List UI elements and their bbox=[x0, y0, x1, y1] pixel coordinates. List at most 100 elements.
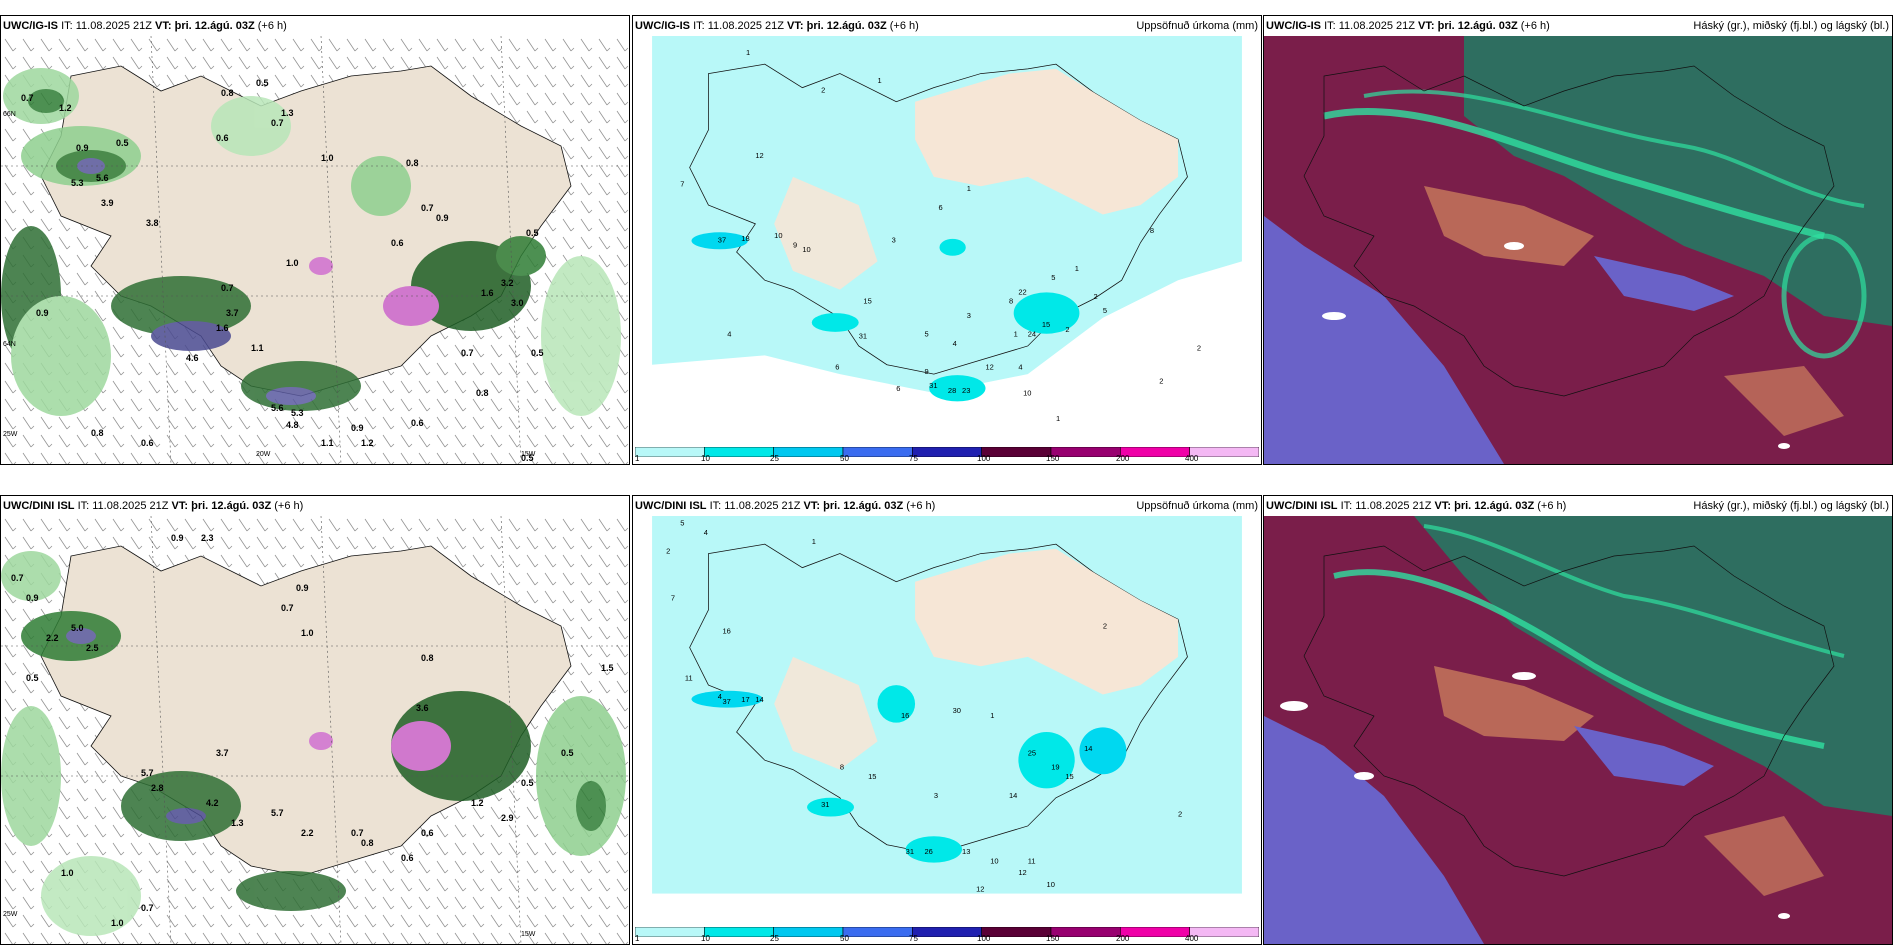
svg-text:64N: 64N bbox=[3, 341, 16, 348]
svg-text:1: 1 bbox=[877, 76, 881, 85]
svg-text:5.3: 5.3 bbox=[291, 408, 304, 418]
svg-text:2: 2 bbox=[1065, 325, 1069, 334]
svg-text:1.5: 1.5 bbox=[601, 663, 614, 673]
colorbar-swatch bbox=[842, 926, 913, 938]
svg-text:15W: 15W bbox=[521, 451, 536, 458]
svg-text:6: 6 bbox=[939, 203, 943, 212]
svg-text:0.9: 0.9 bbox=[76, 143, 89, 153]
panel-title: UWC/DINI ISL IT: 11.08.2025 21Z VT: þri.… bbox=[1266, 500, 1567, 512]
svg-text:25W: 25W bbox=[3, 911, 18, 918]
svg-text:0.7: 0.7 bbox=[351, 828, 364, 838]
svg-text:12: 12 bbox=[986, 362, 994, 371]
svg-text:15: 15 bbox=[1042, 320, 1050, 329]
svg-text:10: 10 bbox=[1047, 880, 1055, 889]
svg-text:66N: 66N bbox=[3, 111, 16, 118]
svg-text:17: 17 bbox=[741, 695, 749, 704]
svg-text:3.7: 3.7 bbox=[226, 308, 239, 318]
svg-text:1: 1 bbox=[990, 711, 994, 720]
svg-text:4.6: 4.6 bbox=[186, 353, 199, 363]
svg-text:20W: 20W bbox=[256, 451, 271, 458]
svg-text:3.2: 3.2 bbox=[501, 278, 514, 288]
colorbar-swatch bbox=[634, 926, 705, 938]
colorbar-swatch bbox=[981, 446, 1052, 458]
svg-text:4.8: 4.8 bbox=[286, 420, 299, 430]
svg-text:2: 2 bbox=[666, 547, 670, 556]
svg-text:0.7: 0.7 bbox=[141, 903, 154, 913]
svg-text:0.7: 0.7 bbox=[461, 348, 474, 358]
svg-text:5: 5 bbox=[680, 518, 684, 527]
svg-text:5.3: 5.3 bbox=[71, 178, 84, 188]
svg-text:37: 37 bbox=[718, 236, 726, 245]
svg-text:4: 4 bbox=[718, 692, 722, 701]
svg-text:0.9: 0.9 bbox=[26, 593, 39, 603]
panel-title: UWC/DINI ISL IT: 11.08.2025 21Z VT: þri.… bbox=[3, 500, 304, 512]
svg-text:13: 13 bbox=[962, 847, 970, 856]
svg-text:0.9: 0.9 bbox=[36, 308, 49, 318]
svg-text:1.2: 1.2 bbox=[471, 798, 484, 808]
svg-text:0.6: 0.6 bbox=[141, 438, 154, 448]
svg-text:5.7: 5.7 bbox=[141, 768, 154, 778]
svg-text:5.6: 5.6 bbox=[271, 403, 284, 413]
svg-text:0.6: 0.6 bbox=[391, 238, 404, 248]
svg-text:0.9: 0.9 bbox=[351, 423, 364, 433]
svg-text:0.5: 0.5 bbox=[26, 673, 39, 683]
svg-text:3: 3 bbox=[967, 311, 971, 320]
colorbar-swatch bbox=[1120, 926, 1190, 938]
svg-text:15: 15 bbox=[863, 297, 871, 306]
svg-text:16: 16 bbox=[723, 626, 731, 635]
colorbar-swatch bbox=[842, 446, 913, 458]
svg-text:2.8: 2.8 bbox=[151, 783, 164, 793]
panel-ig-is-clouds: UWC/IG-IS IT: 11.08.2025 21Z VT: þri. 12… bbox=[1263, 15, 1893, 465]
svg-text:2.5: 2.5 bbox=[86, 643, 99, 653]
svg-text:16: 16 bbox=[901, 711, 909, 720]
svg-text:11: 11 bbox=[1028, 857, 1036, 866]
svg-text:8: 8 bbox=[840, 763, 844, 772]
panel-dini-accum-precip: UWC/DINI ISL IT: 11.08.2025 21Z VT: þri.… bbox=[632, 495, 1262, 945]
svg-text:12: 12 bbox=[1018, 868, 1026, 877]
svg-text:22: 22 bbox=[1018, 287, 1026, 296]
svg-text:8: 8 bbox=[1009, 297, 1013, 306]
svg-text:0.7: 0.7 bbox=[271, 118, 284, 128]
svg-text:0.5: 0.5 bbox=[521, 778, 534, 788]
panel-dini-clouds: UWC/DINI ISL IT: 11.08.2025 21Z VT: þri.… bbox=[1263, 495, 1893, 945]
svg-text:24: 24 bbox=[1028, 330, 1036, 339]
colorbar-swatch bbox=[912, 446, 982, 458]
svg-text:10: 10 bbox=[990, 857, 998, 866]
svg-text:31: 31 bbox=[906, 847, 914, 856]
svg-text:0.6: 0.6 bbox=[216, 133, 229, 143]
svg-text:23: 23 bbox=[962, 386, 970, 395]
svg-text:0.5: 0.5 bbox=[116, 138, 129, 148]
svg-text:26: 26 bbox=[924, 847, 932, 856]
panel-title: UWC/IG-IS IT: 11.08.2025 21Z VT: þri. 12… bbox=[3, 20, 287, 32]
svg-text:0.8: 0.8 bbox=[91, 428, 104, 438]
svg-text:0.5: 0.5 bbox=[256, 78, 269, 88]
svg-text:4: 4 bbox=[727, 330, 731, 339]
svg-text:0.9: 0.9 bbox=[436, 213, 449, 223]
svg-text:5.0: 5.0 bbox=[71, 623, 84, 633]
svg-text:9: 9 bbox=[793, 240, 797, 249]
svg-text:9: 9 bbox=[924, 367, 928, 376]
svg-text:3: 3 bbox=[892, 236, 896, 245]
precip-rate-map: 0.71.20.9 5.3 5.63.9 3.80.80.5 1.30.70.6 … bbox=[1, 36, 629, 464]
svg-text:30: 30 bbox=[953, 706, 961, 715]
svg-text:0.6: 0.6 bbox=[401, 853, 414, 863]
svg-text:0.9: 0.9 bbox=[171, 533, 184, 543]
svg-text:3.6: 3.6 bbox=[416, 703, 429, 713]
svg-text:25W: 25W bbox=[3, 431, 18, 438]
svg-text:6: 6 bbox=[896, 384, 900, 393]
svg-text:0.6: 0.6 bbox=[421, 828, 434, 838]
svg-text:0.8: 0.8 bbox=[221, 88, 234, 98]
svg-text:1.0: 1.0 bbox=[321, 153, 334, 163]
svg-text:1.1: 1.1 bbox=[251, 343, 264, 353]
svg-text:11: 11 bbox=[685, 673, 693, 682]
svg-text:2: 2 bbox=[1197, 344, 1201, 353]
panel-subtitle: Háský (gr.), miðský (fj.bl.) og lágský (… bbox=[1693, 20, 1889, 32]
svg-text:0.7: 0.7 bbox=[21, 93, 34, 103]
svg-text:7: 7 bbox=[671, 594, 675, 603]
panel-title: UWC/IG-IS IT: 11.08.2025 21Z VT: þri. 12… bbox=[635, 20, 919, 32]
svg-text:5: 5 bbox=[924, 330, 928, 339]
svg-text:4: 4 bbox=[953, 339, 957, 348]
svg-text:1.0: 1.0 bbox=[111, 918, 124, 928]
